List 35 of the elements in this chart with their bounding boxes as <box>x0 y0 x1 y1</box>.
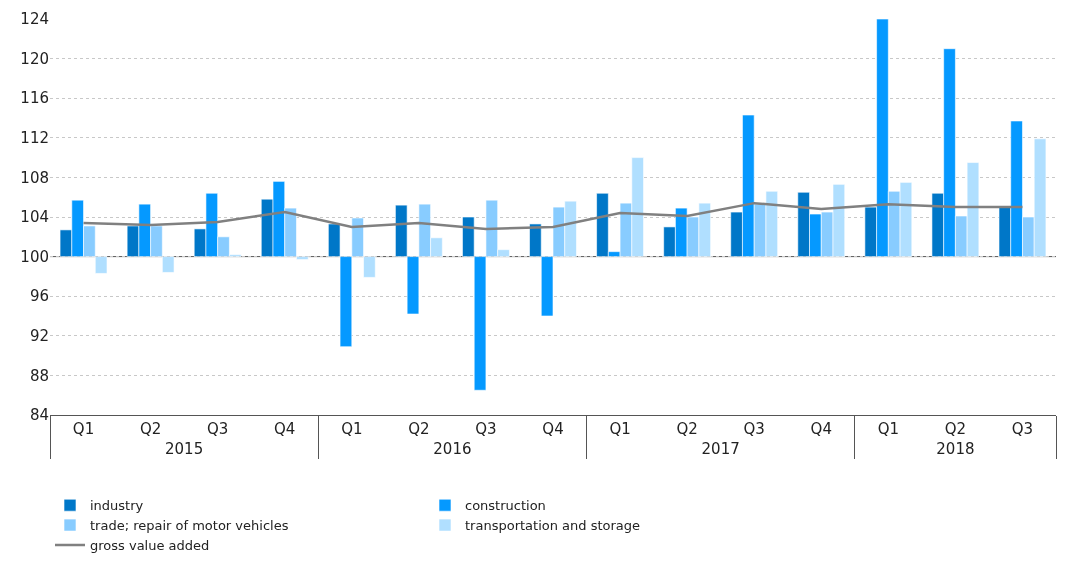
y-tick-label: 108 <box>20 168 49 187</box>
x-tick-label: Q1 <box>609 420 631 438</box>
y-tick-label: 84 <box>29 406 49 425</box>
x-tick-label: Q3 <box>206 420 229 438</box>
x-tick-label: Q1 <box>72 420 95 438</box>
x-tick-label: Q4 <box>274 420 296 438</box>
legend-label: transportation and storage <box>465 518 641 534</box>
x-tick-label: Q2 <box>408 420 430 438</box>
y-tick-label: 104 <box>20 208 49 227</box>
y-tick-label: 124 <box>20 10 49 29</box>
x-tick-label: Q2 <box>676 420 698 438</box>
y-tick-label: 92 <box>29 327 49 346</box>
y-tick-label: 120 <box>20 49 49 68</box>
x-tick-label: Q3 <box>1011 420 1034 438</box>
x-tick-label: Q3 <box>475 420 497 438</box>
y-tick-label: 96 <box>29 287 49 306</box>
text: 2018 <box>936 440 975 458</box>
text: 2017 <box>701 440 740 458</box>
legend-label: industry <box>90 498 144 514</box>
legend-label: construction <box>465 498 546 514</box>
y-tick-label: 100 <box>20 247 49 266</box>
x-tick-label: Q3 <box>743 420 765 438</box>
x-tick-label: Q1 <box>341 420 363 438</box>
text: 2016 <box>433 440 472 458</box>
legend-label: trade; repair of motor vehicles <box>90 518 289 534</box>
text: 2015 <box>165 440 204 458</box>
legend-label: gross value added <box>90 538 210 554</box>
x-tick-label: Q2 <box>139 420 162 438</box>
x-tick-label: Q4 <box>810 420 832 438</box>
y-tick-label: 88 <box>29 366 49 385</box>
y-tick-label: 116 <box>20 89 49 108</box>
x-tick-label: Q2 <box>944 420 967 438</box>
y-tick-label: 112 <box>20 129 49 148</box>
x-tick-label: Q1 <box>877 420 900 438</box>
x-tick-label: Q4 <box>542 420 564 438</box>
